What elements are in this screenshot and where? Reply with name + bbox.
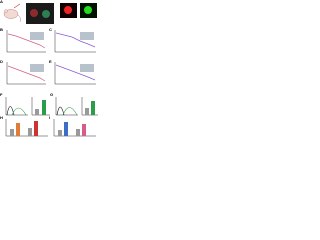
arrow bbox=[13, 3, 21, 9]
panel-label: C bbox=[49, 27, 52, 32]
line-charts bbox=[6, 30, 96, 85]
bar-panel bbox=[81, 97, 98, 116]
mouse-tail bbox=[17, 14, 21, 23]
panel-label: G bbox=[50, 92, 53, 97]
image-spot bbox=[42, 10, 50, 18]
bar-panel bbox=[53, 119, 96, 137]
histogram-panel bbox=[55, 97, 78, 116]
panel-label: D bbox=[0, 59, 3, 64]
mouse-icon bbox=[3, 9, 19, 19]
schematic-row bbox=[3, 3, 97, 24]
bar-panel bbox=[5, 119, 48, 137]
panel-label: A bbox=[0, 0, 3, 4]
line-panel bbox=[54, 30, 96, 53]
bottom-panels bbox=[5, 97, 98, 137]
image-spot bbox=[30, 9, 38, 17]
panel-label: I bbox=[49, 115, 50, 120]
line-panel bbox=[54, 62, 96, 85]
line-panel bbox=[6, 30, 46, 53]
line-panel bbox=[6, 62, 46, 85]
red-signal bbox=[64, 6, 72, 14]
bar-panel bbox=[31, 97, 50, 116]
dark-image bbox=[26, 3, 54, 24]
panel-label: F bbox=[0, 92, 3, 97]
histogram-panel bbox=[5, 97, 28, 116]
panel-label: B bbox=[0, 27, 3, 32]
panel-label: H bbox=[0, 115, 3, 120]
figure: A B C D E bbox=[0, 0, 98, 137]
panel-label: E bbox=[49, 59, 52, 64]
green-signal bbox=[84, 6, 92, 14]
mouse-ear bbox=[4, 9, 8, 13]
